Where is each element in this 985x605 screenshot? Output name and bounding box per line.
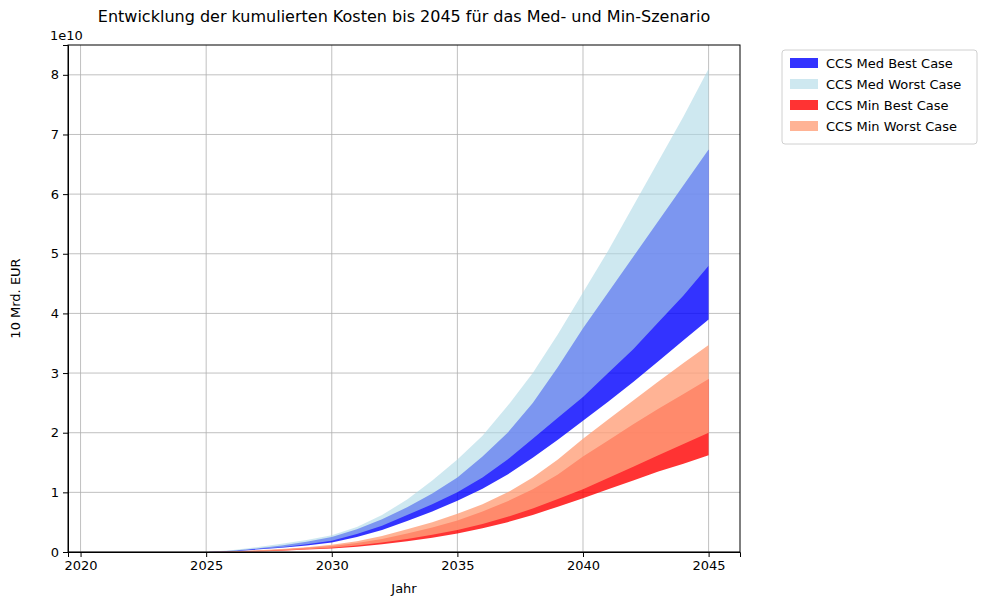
tick-mark [63, 194, 68, 195]
legend-box [782, 50, 977, 144]
grid-line [331, 45, 332, 552]
tick-mark [63, 254, 68, 255]
tick-label: 8 [51, 67, 59, 82]
y-axis: 0 1 2 3 4 5 6 7 8 [51, 46, 69, 560]
grid-line [68, 492, 740, 493]
tick: 2040 [567, 552, 600, 573]
tick: 8 [51, 67, 68, 82]
tick-mark [63, 373, 68, 374]
grid [68, 45, 740, 552]
legend-label: CCS Min Worst Case [826, 119, 957, 134]
tick: 7 [51, 127, 68, 142]
legend-swatch [790, 121, 818, 131]
tick-mark [63, 552, 68, 553]
legend-swatch [790, 100, 818, 110]
tick-label: 2040 [567, 558, 600, 573]
y-axis-title: 10 Mrd. EUR [8, 258, 23, 338]
band [81, 69, 709, 552]
x-axis: 2020 2025 2030 2035 2040 2045 [65, 552, 741, 573]
tick-mark [63, 433, 68, 434]
tick: 2 [51, 425, 68, 440]
tick-label: 3 [51, 366, 59, 381]
legend: CCS Med Best Case CCS Med Worst Case CCS M… [782, 50, 977, 144]
title: Entwicklung der kumulierten Kosten bis 2… [98, 7, 710, 26]
tick-label: 2030 [316, 558, 349, 573]
legend-label: CCS Min Best Case [826, 98, 948, 113]
tick-mark [63, 313, 68, 314]
tick: 3 [51, 366, 68, 381]
tick-mark [332, 552, 333, 557]
tick-mark [63, 75, 68, 76]
tick: 2030 [316, 552, 349, 573]
tick: 6 [51, 187, 68, 202]
chart: 2020 2025 2030 2035 2040 2045 0 1 2 3 4 5 6 7 8 Entwick… [0, 0, 985, 605]
tick-mark [206, 552, 207, 557]
band [81, 345, 709, 552]
tick-mark [63, 492, 68, 493]
tick-label: 2035 [441, 558, 474, 573]
tick: 4 [51, 306, 68, 321]
grid-line [68, 194, 740, 195]
grid-line [80, 45, 81, 552]
grid-line [68, 74, 740, 75]
legend-swatch [790, 58, 818, 68]
tick-label: 6 [51, 187, 59, 202]
tick-label: 2025 [190, 558, 223, 573]
tick: 2035 [441, 552, 474, 573]
tick: 2025 [190, 552, 223, 573]
x-axis-title: Jahr [390, 581, 417, 596]
tick-label: 7 [51, 127, 59, 142]
grid-line [206, 45, 207, 552]
tick-label: 5 [51, 246, 59, 261]
tick-label: 1 [51, 485, 59, 500]
tick-label: 4 [51, 306, 59, 321]
tick-label: 2 [51, 425, 59, 440]
tick-mark [457, 552, 458, 557]
grid-line [68, 134, 740, 135]
tick-label: 2020 [65, 558, 98, 573]
axis-line [69, 553, 741, 558]
tick: 5 [51, 246, 68, 261]
tick-mark [583, 552, 584, 557]
legend-label: CCS Med Best Case [826, 56, 953, 71]
plot-area [81, 69, 709, 552]
tick-label: 0 [51, 545, 59, 560]
tick: 1 [51, 485, 68, 500]
tick: 2020 [65, 552, 98, 573]
tick-mark [81, 552, 82, 557]
legend-swatch [790, 79, 818, 89]
tick-mark [709, 552, 710, 557]
axis-offset-text: 1e10 [50, 28, 83, 43]
tick-mark [63, 134, 68, 135]
legend-label: CCS Med Worst Case [826, 77, 961, 92]
tick: 0 [51, 545, 68, 560]
tick: 2045 [693, 552, 726, 573]
tick-label: 2045 [693, 558, 726, 573]
plot-frame [68, 45, 740, 552]
